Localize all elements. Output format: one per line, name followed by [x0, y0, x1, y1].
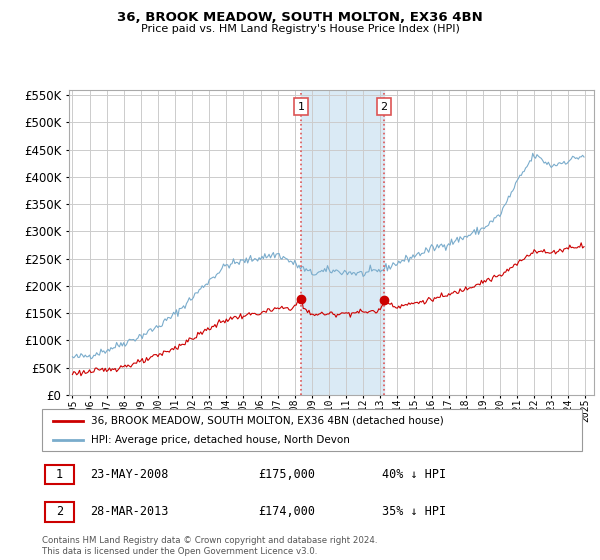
Text: HPI: Average price, detached house, North Devon: HPI: Average price, detached house, Nort…	[91, 435, 349, 445]
Text: 28-MAR-2013: 28-MAR-2013	[91, 505, 169, 518]
Text: 40% ↓ HPI: 40% ↓ HPI	[382, 468, 446, 481]
Text: £174,000: £174,000	[258, 505, 315, 518]
Text: 35% ↓ HPI: 35% ↓ HPI	[382, 505, 446, 518]
Text: 1: 1	[56, 468, 63, 481]
Text: Price paid vs. HM Land Registry's House Price Index (HPI): Price paid vs. HM Land Registry's House …	[140, 24, 460, 34]
Text: 1: 1	[298, 102, 305, 112]
Text: 2: 2	[56, 505, 63, 518]
Text: 2: 2	[380, 102, 388, 112]
FancyBboxPatch shape	[45, 465, 74, 484]
FancyBboxPatch shape	[42, 409, 582, 451]
Text: 36, BROOK MEADOW, SOUTH MOLTON, EX36 4BN (detached house): 36, BROOK MEADOW, SOUTH MOLTON, EX36 4BN…	[91, 416, 443, 426]
Text: Contains HM Land Registry data © Crown copyright and database right 2024.
This d: Contains HM Land Registry data © Crown c…	[42, 536, 377, 556]
Text: 36, BROOK MEADOW, SOUTH MOLTON, EX36 4BN: 36, BROOK MEADOW, SOUTH MOLTON, EX36 4BN	[117, 11, 483, 24]
FancyBboxPatch shape	[45, 502, 74, 521]
Text: £175,000: £175,000	[258, 468, 315, 481]
Text: 23-MAY-2008: 23-MAY-2008	[91, 468, 169, 481]
Bar	[301, 90, 384, 395]
